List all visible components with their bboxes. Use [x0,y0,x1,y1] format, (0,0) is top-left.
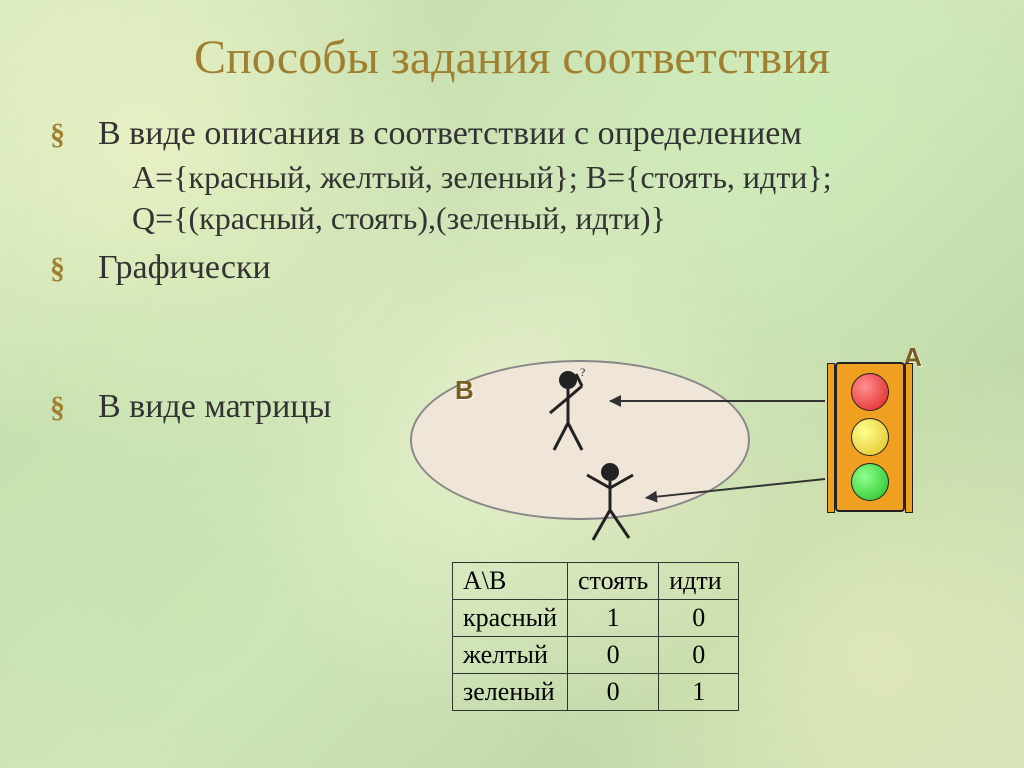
stick-figure-walking-icon [575,460,645,555]
bullet-text: В виде описания в соответствии с определ… [98,115,802,153]
matrix-corner: A\B [453,563,568,600]
bullet-text: В виде матрицы [98,388,331,426]
traffic-light-yellow [851,418,889,456]
matrix-col-header: идти [659,563,739,600]
traffic-light-side [827,363,835,513]
matrix-cell: 0 [568,637,659,674]
label-B: B [455,375,474,406]
correspondence-matrix: A\B стоять идти красный 1 0 желтый 0 0 з… [452,562,739,711]
bullet-text: Графически [98,249,271,287]
table-row: зеленый 0 1 [453,674,739,711]
matrix-cell: 1 [568,600,659,637]
traffic-light-side [905,363,913,513]
matrix-row-label: желтый [453,637,568,674]
slide-title: Способы задания соответствия [0,0,1024,85]
bullet-item-1: § В виде описания в соответствии с опред… [50,115,974,153]
definition-line-2: Q={(красный, стоять),(зеленый, идти)} [132,200,974,237]
matrix-cell: 0 [568,674,659,711]
matrix-row-label: красный [453,600,568,637]
bullet-marker: § [50,118,98,152]
matrix-cell: 0 [659,637,739,674]
bullet-marker: § [50,252,98,286]
definition-line-1: A={красный, желтый, зеленый}; B={стоять,… [132,159,974,196]
bullet-marker: § [50,391,98,425]
table-row: красный 1 0 [453,600,739,637]
traffic-light-red [851,373,889,411]
matrix-col-header: стоять [568,563,659,600]
matrix-cell: 1 [659,674,739,711]
traffic-light-icon [835,362,905,512]
svg-text:?: ? [580,368,585,379]
matrix-row-label: зеленый [453,674,568,711]
traffic-light-green [851,463,889,501]
table-row: желтый 0 0 [453,637,739,674]
matrix-cell: 0 [659,600,739,637]
table-row: A\B стоять идти [453,563,739,600]
bullet-item-2: § Графически [50,249,974,287]
diagram-area: B A ? [380,350,940,550]
arrow-red-to-stand [610,400,825,402]
stick-figure-thinking-icon: ? [540,368,600,463]
